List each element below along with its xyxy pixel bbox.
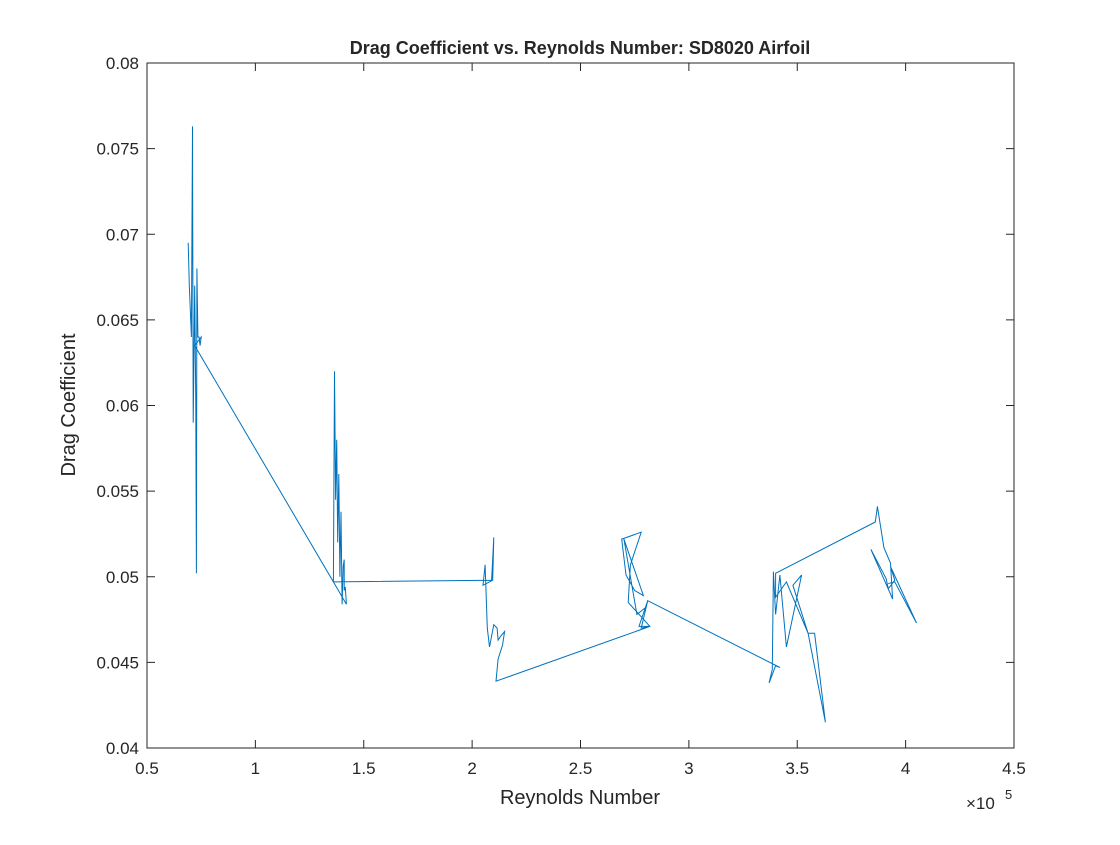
x-exponent-power: 5 — [1005, 787, 1012, 802]
chart-title: Drag Coefficient vs. Reynolds Number: SD… — [350, 38, 810, 58]
y-tick-label: 0.055 — [96, 482, 139, 501]
x-tick-label: 2 — [467, 759, 476, 778]
y-tick-label: 0.04 — [106, 739, 139, 758]
x-tick-label: 2.5 — [569, 759, 593, 778]
x-tick-label: 0.5 — [135, 759, 159, 778]
series-line — [187, 126, 917, 723]
plot-area — [146, 62, 1015, 749]
y-tick-label: 0.08 — [106, 54, 139, 73]
x-tick-label: 1.5 — [352, 759, 376, 778]
x-exponent-base: ×10 — [966, 794, 995, 813]
x-tick-label: 4 — [901, 759, 910, 778]
y-tick-label: 0.07 — [106, 225, 139, 244]
x-axis-ticks: 0.5 1 1.5 2 2.5 3 3.5 4 4.5 — [135, 63, 1026, 778]
x-tick-label: 3 — [684, 759, 693, 778]
x-tick-label: 1 — [251, 759, 260, 778]
x-exponent-label: ×10 5 — [966, 787, 1012, 813]
y-tick-label: 0.06 — [106, 397, 139, 416]
y-axis-title: Drag Coefficient — [58, 333, 80, 476]
y-tick-label: 0.075 — [96, 140, 139, 159]
x-axis-title: Reynolds Number — [500, 787, 660, 809]
y-axis-ticks: 0.04 0.045 0.05 0.055 0.06 0.065 0.07 0.075 0.08 — [96, 54, 1014, 758]
x-tick-label: 3.5 — [785, 759, 809, 778]
y-tick-label: 0.045 — [96, 653, 139, 672]
y-tick-label: 0.05 — [106, 568, 139, 587]
x-tick-label: 4.5 — [1002, 759, 1026, 778]
y-tick-label: 0.065 — [96, 311, 139, 330]
